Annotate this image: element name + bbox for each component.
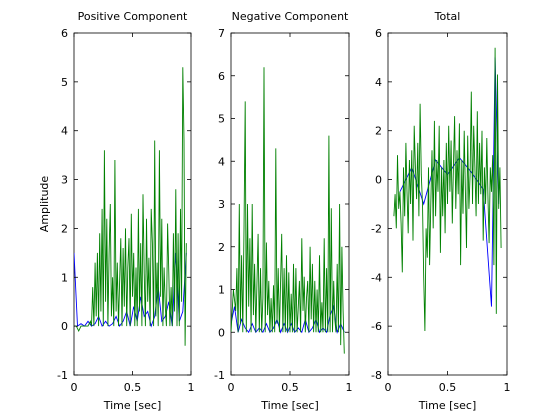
series-line-green xyxy=(74,67,187,346)
series-line-green xyxy=(231,67,345,354)
x-tick-label: 1 xyxy=(504,381,511,394)
y-tick-label: -1 xyxy=(214,369,225,382)
y-tick-label: -4 xyxy=(371,271,382,284)
x-tick-label: 1 xyxy=(188,381,195,394)
x-tick-label: 0.5 xyxy=(439,381,457,394)
y-tick-label: 4 xyxy=(218,155,225,168)
y-tick-label: -8 xyxy=(371,369,382,382)
y-tick-label: -2 xyxy=(371,222,382,235)
y-tick-label: 7 xyxy=(218,27,225,40)
x-tick-label: 0 xyxy=(71,381,78,394)
x-axis-label: Time [sec] xyxy=(260,399,319,412)
subplot-negative: Negative Component Time [sec] -101234567… xyxy=(214,10,352,412)
y-tick-label: 5 xyxy=(218,113,225,126)
y-axis-label: Amplitude xyxy=(38,176,51,233)
y-tick-label: -1 xyxy=(57,369,68,382)
y-tick-label: 2 xyxy=(375,125,382,138)
x-axis-label: Time [sec] xyxy=(418,399,477,412)
subplot-positive: Positive Component Amplitude Time [sec] … xyxy=(38,10,195,412)
y-tick-label: 0 xyxy=(218,326,225,339)
y-tick-label: 3 xyxy=(61,174,68,187)
y-tick-label: 0 xyxy=(61,320,68,333)
x-tick-label: 0 xyxy=(228,381,235,394)
y-tick-label: 3 xyxy=(218,198,225,211)
subplot-total: Total Time [sec] -8 -6 -4 -2 0 2 4 6 0 0.5 1 xyxy=(371,10,510,412)
y-tick-label: -6 xyxy=(371,320,382,333)
plot-title: Negative Component xyxy=(232,10,349,23)
x-tick-label: 0 xyxy=(385,381,392,394)
x-tick-label: 1 xyxy=(346,381,353,394)
x-axis-label: Time [sec] xyxy=(103,399,162,412)
y-tick-label: 2 xyxy=(218,241,225,254)
y-tick-label: 6 xyxy=(375,27,382,40)
series-line-green xyxy=(393,47,502,332)
y-tick-label: 6 xyxy=(218,70,225,83)
y-tick-label: 4 xyxy=(375,76,382,89)
y-tick-label: 1 xyxy=(218,284,225,297)
y-tick-label: 2 xyxy=(61,222,68,235)
plot-title: Positive Component xyxy=(78,10,188,23)
y-tick-label: 0 xyxy=(375,174,382,187)
x-tick-label: 0.5 xyxy=(124,381,142,394)
plot-title: Total xyxy=(434,10,461,23)
x-tick-label: 0.5 xyxy=(281,381,299,394)
y-tick-label: 1 xyxy=(61,271,68,284)
y-tick-label: 5 xyxy=(61,76,68,89)
y-tick-label: 6 xyxy=(61,27,68,40)
y-tick-label: 4 xyxy=(61,125,68,138)
